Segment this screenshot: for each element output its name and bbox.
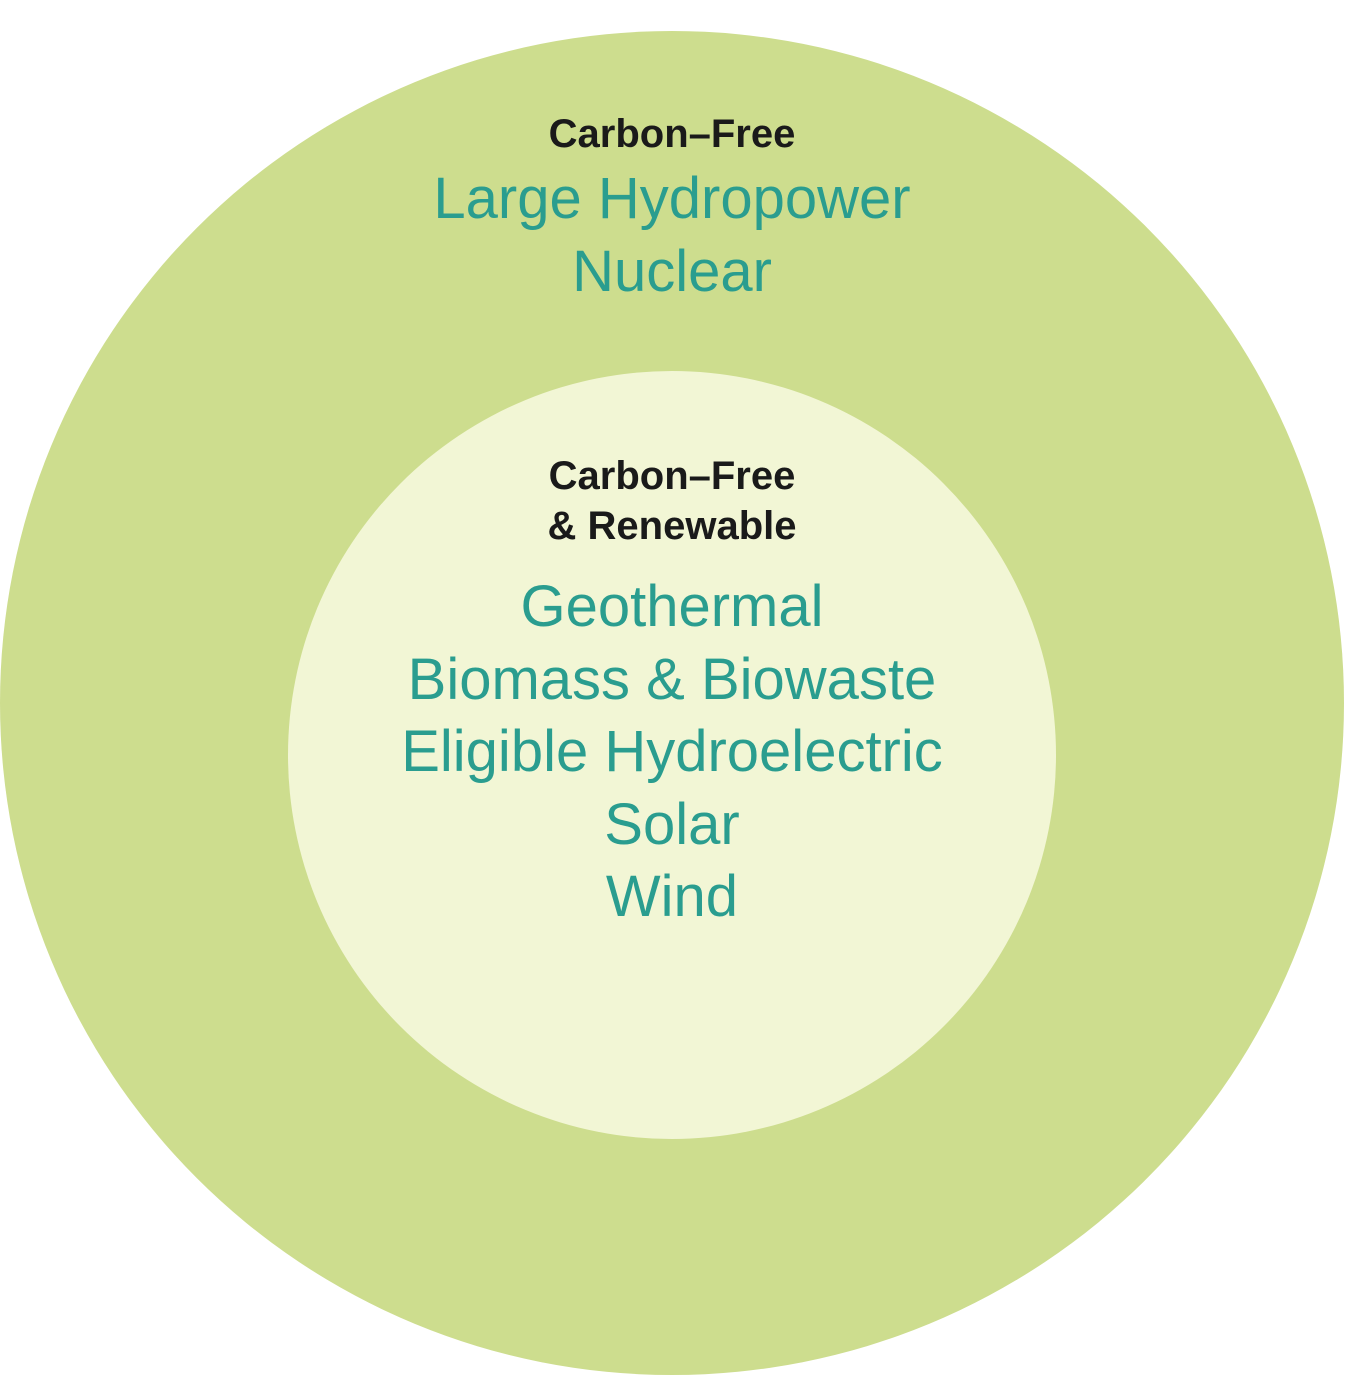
inner-category-label: Carbon–Free & Renewable [548,451,797,551]
inner-item: Geothermal [401,571,943,644]
outer-items-group: Large Hydropower Nuclear [433,163,910,308]
inner-item: Eligible Hydroelectric [401,716,943,789]
outer-item: Nuclear [433,236,910,309]
inner-label-line: Carbon–Free [548,451,797,501]
outer-category-label: Carbon–Free [549,109,796,159]
inner-label-line: & Renewable [548,501,797,551]
inner-circle: Carbon–Free & Renewable Geothermal Bioma… [288,371,1056,1139]
inner-item: Wind [401,861,943,934]
inner-item: Biomass & Biowaste [401,644,943,717]
outer-item: Large Hydropower [433,163,910,236]
inner-items-group: Geothermal Biomass & Biowaste Eligible H… [401,571,943,934]
inner-item: Solar [401,789,943,862]
